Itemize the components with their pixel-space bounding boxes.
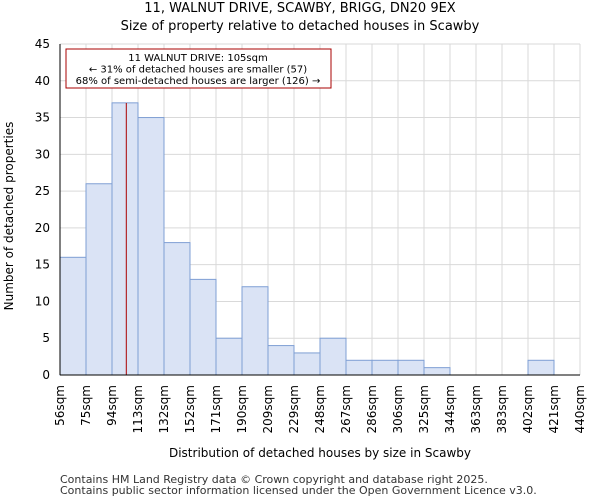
y-tick-label: 30 (35, 147, 50, 161)
x-tick-label: 421sqm (547, 385, 561, 433)
annotation-text: ← 31% of detached houses are smaller (57… (89, 65, 307, 76)
x-tick-label: 286sqm (365, 385, 379, 433)
y-axis-label: Number of detached properties (2, 122, 16, 311)
bar (397, 359, 425, 376)
y-tick-labels: 0 5 10 15 20 25 30 35 40 45 (35, 37, 50, 382)
bar (345, 359, 373, 376)
bar (111, 102, 139, 376)
bar (371, 359, 399, 376)
y-tick-label: 0 (42, 368, 50, 382)
x-tick-label: 75sqm (79, 385, 93, 426)
x-tick-label: 152sqm (183, 385, 197, 433)
chart-subtitle: Size of property relative to detached ho… (120, 19, 480, 34)
bar (423, 367, 451, 376)
annotation-frame (65, 48, 332, 89)
bar (137, 117, 165, 376)
x-tick-label: 56sqm (53, 385, 67, 426)
x-tick-label: 267sqm (339, 385, 353, 433)
x-tick-label: 209sqm (261, 385, 275, 433)
y-tick-label: 35 (35, 111, 50, 125)
chart-title: 11, WALNUT DRIVE, SCAWBY, BRIGG, DN20 9E… (144, 1, 456, 16)
y-tick-label: 5 (42, 331, 50, 345)
x-tick-label: 94sqm (105, 385, 119, 426)
x-tick-label: 229sqm (287, 385, 301, 433)
bar (293, 352, 321, 376)
bar (59, 256, 87, 376)
bar (163, 242, 191, 376)
annotation-text: 11 WALNUT DRIVE: 105sqm (128, 53, 267, 64)
x-tick-label: 402sqm (521, 385, 535, 433)
x-tick-label: 306sqm (391, 385, 405, 433)
bar (527, 359, 555, 376)
y-tick-label: 10 (35, 294, 50, 308)
y-tick-label: 45 (35, 37, 50, 51)
x-axis-label: Distribution of detached houses by size … (169, 446, 471, 460)
bar (189, 278, 217, 376)
y-tick-label: 25 (35, 184, 50, 198)
footer-line-2: Contains public sector information licen… (60, 484, 537, 497)
x-tick-labels: 56sqm 75sqm 94sqm 113sqm 132sqm 152sqm 171sqm 1… (53, 385, 587, 433)
annotation-text: 68% of semi-detached houses are larger (… (76, 76, 321, 87)
bar (241, 286, 269, 376)
x-tick-label: 190sqm (235, 385, 249, 433)
bar (215, 337, 243, 376)
y-tick-label: 15 (35, 258, 50, 272)
x-tick-label: 171sqm (209, 385, 223, 433)
bar (319, 337, 347, 376)
x-tick-label: 344sqm (443, 385, 457, 433)
x-tick-label: 248sqm (313, 385, 327, 433)
axes (59, 44, 580, 376)
x-tick-label: 383sqm (495, 385, 509, 433)
x-tick-label: 113sqm (131, 385, 145, 433)
x-tick-label: 440sqm (573, 385, 587, 433)
x-tick-label: 325sqm (417, 385, 431, 433)
bars (59, 102, 555, 376)
bar (267, 345, 295, 376)
y-tick-label: 20 (35, 221, 50, 235)
annotation-box: 11 WALNUT DRIVE: 105sqm← 31% of detached… (65, 48, 332, 89)
bar (85, 183, 113, 376)
x-tick-label: 132sqm (157, 385, 171, 433)
y-tick-label: 40 (35, 74, 50, 88)
x-tick-label: 363sqm (469, 385, 483, 433)
footer-line-1: Contains HM Land Registry data © Crown c… (60, 473, 488, 486)
